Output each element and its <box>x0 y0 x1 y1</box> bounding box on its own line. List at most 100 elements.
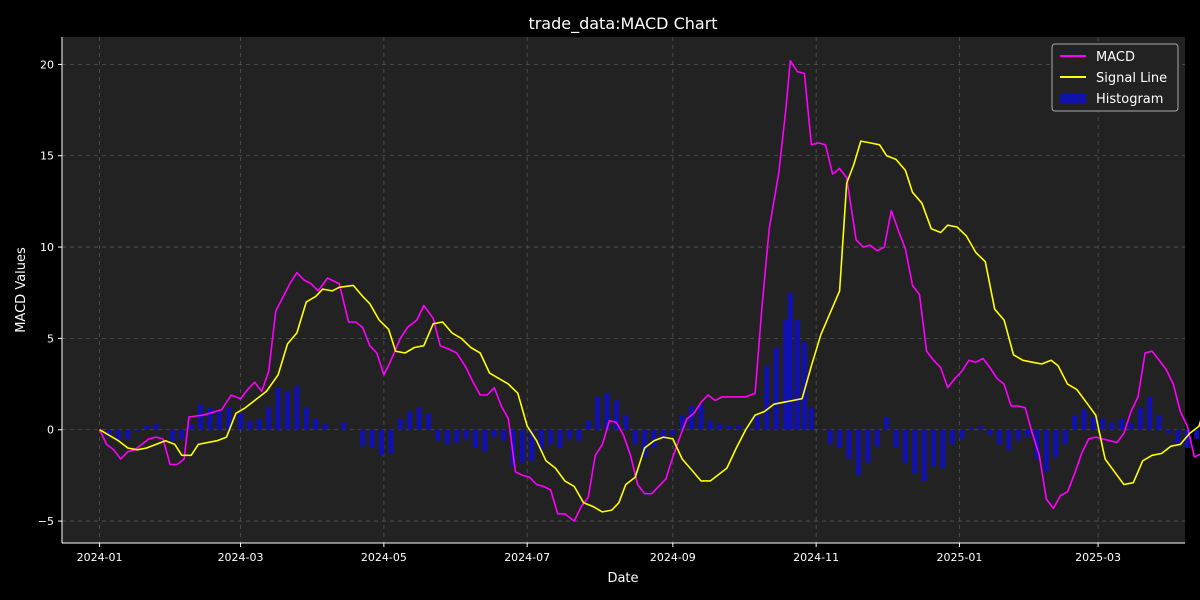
histogram-bar <box>902 429 908 463</box>
histogram-bar <box>698 404 704 430</box>
histogram-bar <box>1147 396 1153 430</box>
histogram-bar <box>1166 429 1172 434</box>
histogram-bar <box>1053 429 1059 458</box>
histogram-bar <box>1034 429 1040 459</box>
histogram-bar <box>1043 429 1049 472</box>
histogram-bar <box>144 426 150 430</box>
histogram-bar <box>794 320 800 430</box>
histogram-bar <box>912 429 918 474</box>
histogram-bar <box>642 429 648 458</box>
histogram-bar <box>198 404 204 430</box>
y-tick-label: 15 <box>40 150 54 163</box>
histogram-bar <box>893 429 899 449</box>
histogram-bar <box>426 413 432 430</box>
y-axis-label: MACD Values <box>14 247 29 333</box>
histogram-bar <box>717 424 723 430</box>
histogram-bar <box>660 429 666 439</box>
histogram-bar <box>1025 429 1031 438</box>
histogram-bar <box>360 429 366 447</box>
histogram-bar <box>595 396 601 430</box>
histogram-bar <box>987 429 993 436</box>
histogram-bar <box>745 427 751 430</box>
histogram-bar <box>670 429 676 436</box>
tick-labels: −5 0 5 10 15 20 2024-01 2024-03 2024-05 2024-07 20… <box>38 58 1121 564</box>
histogram-bar <box>884 416 890 430</box>
histogram-bar <box>444 429 450 445</box>
histogram-bar <box>585 420 591 430</box>
x-tick-label: 2024-01 <box>77 551 123 564</box>
histogram-bar <box>482 429 488 452</box>
histogram-bar <box>106 429 112 438</box>
histogram-bar <box>679 415 685 430</box>
legend-signal-label: Signal Line <box>1096 71 1167 86</box>
histogram-bar <box>707 420 713 430</box>
histogram-bars <box>106 292 1200 481</box>
histogram-bar <box>529 429 535 461</box>
histogram-bar <box>238 413 244 430</box>
histogram-bar <box>827 429 833 445</box>
histogram-bar <box>773 347 779 430</box>
histogram-bar <box>632 429 638 445</box>
plot-area <box>62 37 1185 543</box>
axes <box>61 37 1185 544</box>
histogram-bar <box>134 429 140 432</box>
histogram-bar <box>787 292 793 430</box>
histogram-bar <box>256 418 262 430</box>
histogram-bar <box>115 429 121 441</box>
histogram-bar <box>801 342 807 430</box>
legend-macd-label: MACD <box>1096 50 1135 65</box>
histogram-bar <box>949 429 955 445</box>
histogram-bar <box>454 429 460 443</box>
histogram-bar <box>865 429 871 463</box>
x-tick-label: 2024-11 <box>793 551 839 564</box>
histogram-bar <box>931 429 937 467</box>
histogram-bar <box>623 415 629 430</box>
histogram-bar <box>921 429 927 481</box>
histogram-bar <box>1175 429 1181 445</box>
histogram-bar <box>188 424 194 430</box>
histogram-bar <box>369 429 375 449</box>
x-axis-label: Date <box>607 571 638 586</box>
histogram-bar <box>1119 418 1125 430</box>
y-tick-label: 0 <box>47 424 54 437</box>
histogram-bar <box>613 400 619 430</box>
histogram-bar <box>818 429 824 431</box>
histogram-bar <box>266 407 272 430</box>
histogram-bar <box>548 429 554 445</box>
histogram-bar <box>322 424 328 430</box>
histogram-bar <box>501 429 507 441</box>
legend: MACD Signal Line Histogram <box>1051 43 1179 112</box>
histogram-bar <box>472 429 478 449</box>
histogram-bar <box>968 427 974 430</box>
histogram-bar <box>435 429 441 441</box>
x-tick-label: 2024-05 <box>361 551 407 564</box>
legend-histogram-swatch <box>1060 93 1086 103</box>
histogram-bar <box>341 422 347 430</box>
histogram-bar <box>463 429 469 439</box>
x-tick-label: 2024-09 <box>650 551 696 564</box>
histogram-bar <box>275 387 281 430</box>
histogram-bar <box>566 429 572 439</box>
histogram-bar <box>216 411 222 430</box>
histogram-bar <box>519 429 525 463</box>
histogram-bar <box>1194 429 1200 439</box>
histogram-bar <box>783 320 789 430</box>
y-tick-label: 20 <box>40 58 54 71</box>
histogram-bar <box>379 429 385 456</box>
histogram-bar <box>940 429 946 469</box>
histogram-bar <box>226 407 232 430</box>
x-tick-label: 2025-01 <box>936 551 982 564</box>
histogram-bar <box>1090 416 1096 430</box>
histogram-bar <box>285 391 291 430</box>
histogram-bar <box>959 429 965 439</box>
y-tick-label: −5 <box>38 515 54 528</box>
histogram-bar <box>397 418 403 430</box>
histogram-bar <box>1109 422 1115 430</box>
histogram-bar <box>576 429 582 441</box>
y-tick-label: 10 <box>40 241 54 254</box>
histogram-bar <box>313 418 319 430</box>
x-tick-label: 2024-03 <box>218 551 264 564</box>
histogram-bar <box>510 429 516 467</box>
histogram-bar <box>388 429 394 454</box>
